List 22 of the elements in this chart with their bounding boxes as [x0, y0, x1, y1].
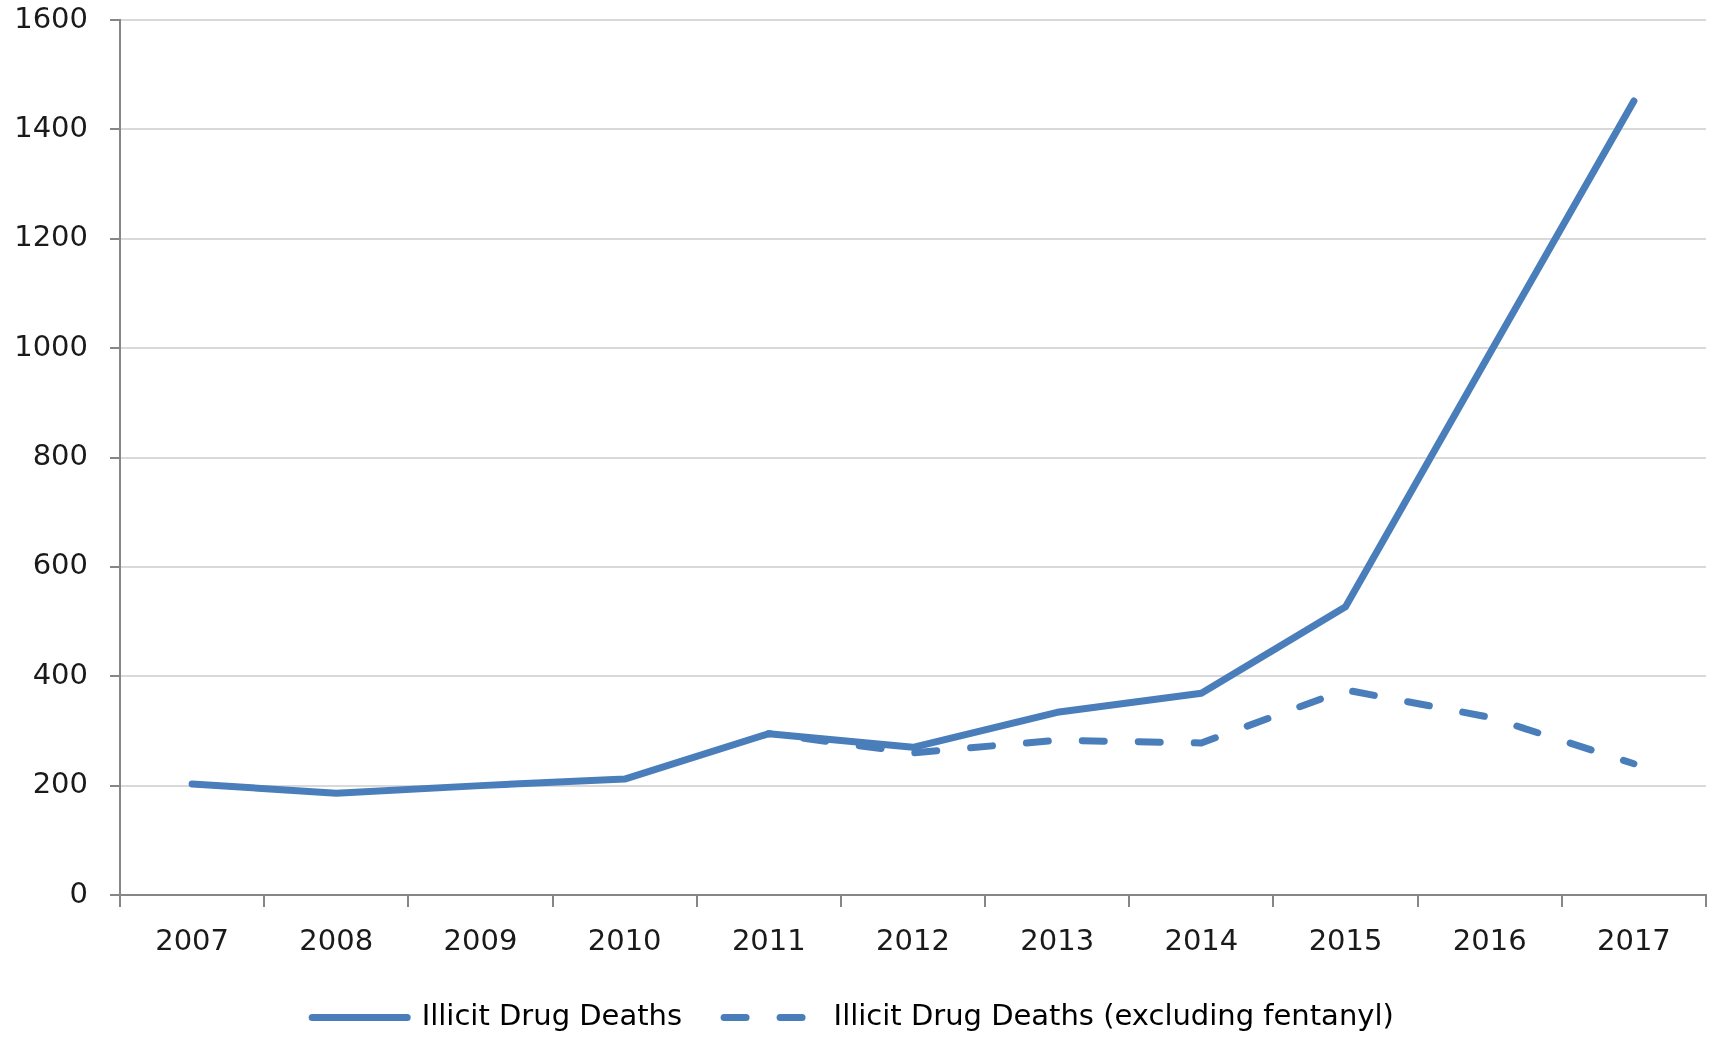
y-tick-label: 200	[32, 766, 88, 801]
x-tick-label: 2013	[1020, 922, 1095, 957]
x-tick-label: 2007	[155, 922, 229, 957]
legend-label: Illicit Drug Deaths (excluding fentanyl)	[833, 998, 1394, 1033]
x-tick-label: 2014	[1164, 922, 1239, 957]
x-tick-label: 2011	[731, 922, 806, 957]
y-tick-label: 1200	[14, 219, 88, 254]
x-tick-label: 2017	[1597, 922, 1671, 957]
y-tick-label: 400	[32, 656, 88, 691]
legend-label: Illicit Drug Deaths	[421, 998, 683, 1033]
y-tick-label: 1600	[14, 0, 88, 35]
x-tick-label: 2009	[443, 922, 518, 957]
x-tick-label: 2010	[587, 922, 662, 957]
y-tick-label: 800	[32, 438, 88, 473]
y-tick-label: 1400	[14, 109, 88, 144]
y-tick-label: 600	[32, 547, 88, 582]
y-tick-label: 0	[69, 875, 88, 910]
y-tick-label: 1000	[14, 328, 88, 363]
x-tick-label: 2016	[1452, 922, 1527, 957]
x-tick-label: 2012	[876, 922, 950, 957]
x-tick-label: 2015	[1308, 922, 1383, 957]
x-tick-label: 2008	[299, 922, 374, 957]
